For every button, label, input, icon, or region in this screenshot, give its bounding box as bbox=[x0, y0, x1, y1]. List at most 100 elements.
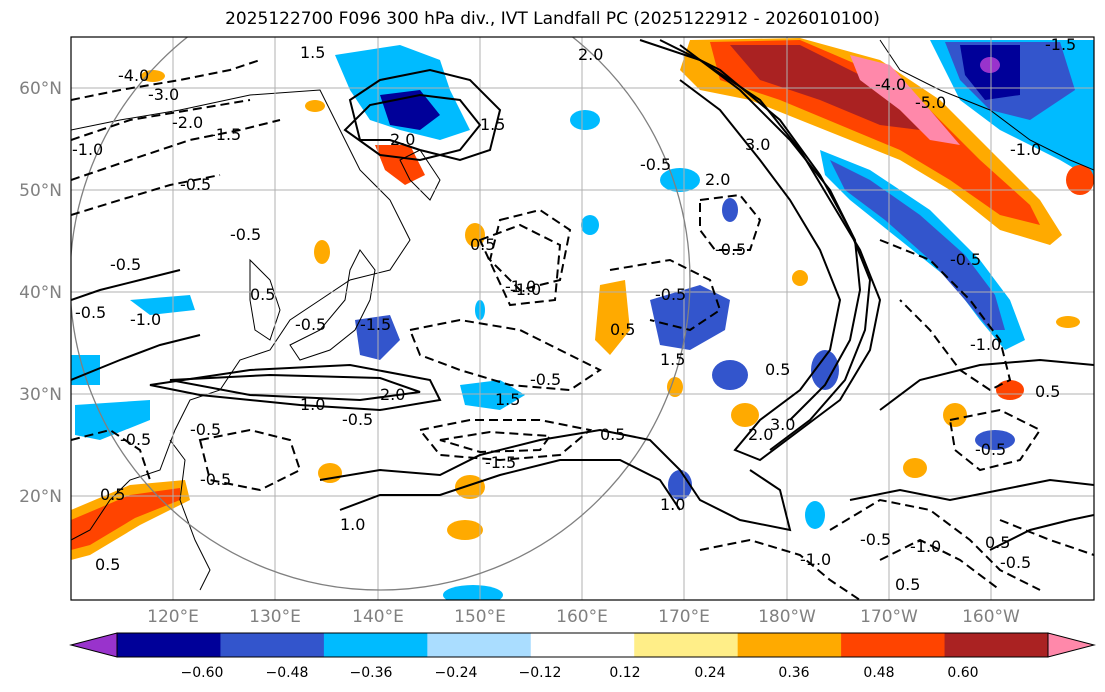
contour-label: 0.5 bbox=[1035, 382, 1060, 401]
contour-label: -1.0 bbox=[970, 335, 1001, 354]
negative-contour bbox=[71, 428, 151, 481]
colorbar-bin bbox=[634, 633, 739, 657]
contour-label: 0.5 bbox=[250, 285, 275, 304]
contour-label: -0.5 bbox=[715, 240, 746, 259]
colorbar-tick-label: 0.60 bbox=[947, 665, 978, 681]
colorbar-bin bbox=[530, 633, 635, 657]
negative-contour bbox=[488, 208, 572, 292]
contour-label: -0.5 bbox=[530, 370, 561, 389]
positive-contour bbox=[679, 44, 862, 421]
colorbar-bins bbox=[117, 633, 1049, 657]
negative-patch-6 bbox=[811, 350, 839, 390]
contour-label: -0.5 bbox=[950, 250, 981, 269]
negative-patch-22 bbox=[722, 198, 738, 222]
latitude-labels: 60°N 50°N 40°N 30°N 20°N bbox=[19, 79, 62, 507]
contour-label: -0.5 bbox=[1000, 553, 1031, 572]
negative-contour bbox=[418, 419, 593, 462]
contour-label: -1.5 bbox=[1045, 35, 1076, 54]
positive-patch-25 bbox=[667, 377, 683, 397]
contour-label: -0.5 bbox=[200, 470, 231, 489]
colorbar-bin bbox=[323, 633, 428, 657]
colorbar-tick-labels: −0.60 −0.48 −0.36 −0.24 −0.12 0.12 0.24 … bbox=[181, 665, 979, 681]
longitude-labels: 120°E 130°E 140°E 150°E 160°E 170°E 180°… bbox=[147, 607, 1020, 627]
lat-label: 40°N bbox=[19, 283, 62, 303]
positive-patch-14 bbox=[1056, 316, 1080, 328]
contour-label: 1.5 bbox=[495, 390, 520, 409]
contour-label: -0.5 bbox=[190, 420, 221, 439]
contour-label: -4.0 bbox=[118, 66, 149, 85]
colorbar-tick-label: 0.12 bbox=[609, 665, 640, 681]
negative-contour bbox=[198, 428, 302, 492]
asia-coastline bbox=[71, 89, 411, 541]
positive-contour bbox=[849, 478, 1094, 502]
colorbar-extend-low bbox=[69, 632, 118, 658]
contour-label: -1.0 bbox=[1010, 140, 1041, 159]
contour-label: 0.5 bbox=[895, 575, 920, 594]
colorbar-tick-label: −0.24 bbox=[435, 665, 478, 681]
negative-core-northeast bbox=[980, 57, 1000, 73]
positive-patch-17 bbox=[305, 100, 325, 112]
lon-label: 170°W bbox=[860, 607, 918, 627]
contour-label: 1.5 bbox=[660, 350, 685, 369]
colorbar-bin bbox=[737, 633, 842, 657]
colorbar-frame bbox=[116, 632, 1049, 658]
reference-circle bbox=[71, 37, 691, 591]
positive-contour bbox=[989, 514, 1094, 551]
contour-label: -0.5 bbox=[110, 255, 141, 274]
contour-label: -0.5 bbox=[180, 175, 211, 194]
lon-label: 120°E bbox=[147, 607, 199, 627]
negative-contour bbox=[439, 430, 552, 454]
positive-patch-9 bbox=[943, 403, 967, 427]
contour-label: -1.0 bbox=[72, 140, 103, 159]
contour-label: 0.5 bbox=[470, 235, 495, 254]
negative-patch-21 bbox=[660, 168, 700, 192]
positive-contour bbox=[639, 39, 882, 462]
alaska-coastline bbox=[879, 39, 1094, 171]
colorbar-tick-label: 0.36 bbox=[778, 665, 809, 681]
contour-label: 0.5 bbox=[985, 533, 1010, 552]
philippines-coastline bbox=[169, 439, 211, 591]
contour-label: -2.0 bbox=[172, 113, 203, 132]
colorbar-extend-high bbox=[1047, 632, 1096, 658]
contour-label: -0.5 bbox=[640, 155, 671, 174]
contour-label: -3.0 bbox=[148, 85, 179, 104]
negative-patch-150e bbox=[460, 380, 525, 410]
negative-contour bbox=[699, 538, 861, 600]
colorbar: −0.60 −0.48 −0.36 −0.24 −0.12 0.12 0.24 … bbox=[69, 632, 1096, 681]
positive-band-northeast-pink bbox=[850, 55, 960, 145]
contour-label: -0.5 bbox=[342, 410, 373, 429]
contour-label: -0.5 bbox=[295, 315, 326, 334]
contour-label: -0.5 bbox=[120, 430, 151, 449]
contour-label: 2.0 bbox=[578, 45, 603, 64]
positive-band-southwest-red bbox=[71, 488, 180, 550]
contour-label: -1.0 bbox=[505, 277, 536, 296]
positive-patch-2 bbox=[447, 520, 483, 540]
colorbar-bin bbox=[220, 633, 325, 657]
negative-patch-5 bbox=[712, 360, 748, 390]
negative-contour bbox=[609, 258, 722, 332]
lon-label: 160°W bbox=[962, 607, 1020, 627]
contour-labels: 1.5 -4.0 -3.0 -2.0 -1.5 -0.5 -1.0 2.0 1.… bbox=[72, 35, 1076, 594]
contour-label: -0.5 bbox=[230, 225, 261, 244]
contour-label: 0.5 bbox=[765, 360, 790, 379]
negative-patch-8 bbox=[975, 430, 1015, 450]
contour-label: 0.5 bbox=[100, 485, 125, 504]
negative-patch-20 bbox=[570, 110, 600, 130]
contour-label: 3.0 bbox=[770, 415, 795, 434]
plot-frame bbox=[70, 36, 1095, 601]
contour-label: -1.0 bbox=[510, 280, 541, 299]
contour-label: 1.0 bbox=[340, 515, 365, 534]
lon-label: 180°W bbox=[758, 607, 816, 627]
negative-patch-19 bbox=[581, 215, 599, 235]
contour-label: 1.5 bbox=[300, 43, 325, 62]
positive-patch-10 bbox=[996, 380, 1024, 400]
contour-layer-dashed bbox=[71, 59, 1094, 600]
lon-label: 160°E bbox=[556, 607, 608, 627]
colorbar-bin bbox=[841, 633, 946, 657]
colorbar-tick-label: 0.24 bbox=[694, 665, 725, 681]
negative-band-central-dark bbox=[830, 160, 1005, 330]
positive-patch-13 bbox=[1066, 165, 1094, 195]
positive-contour bbox=[319, 428, 792, 532]
negative-contour bbox=[478, 223, 562, 307]
coastline-layer bbox=[71, 39, 1094, 591]
